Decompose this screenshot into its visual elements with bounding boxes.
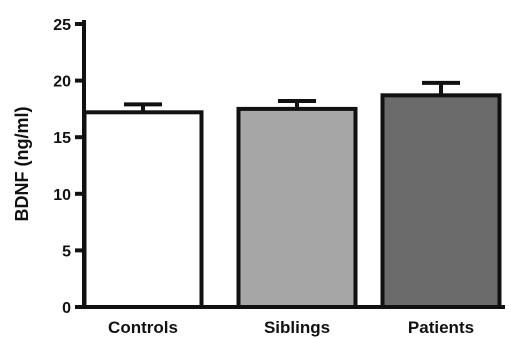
- y-tick-label-25: 25: [53, 17, 71, 34]
- y-axis-title: BDNF (ng/ml): [12, 107, 32, 222]
- y-tick-label-0: 0: [62, 300, 71, 317]
- bar-controls: [82, 110, 204, 309]
- y-tick-label-15: 15: [53, 130, 71, 147]
- x-tick-label-patients: Patients: [408, 318, 474, 337]
- bar-patients: [380, 93, 502, 310]
- x-tick-label-controls: Controls: [108, 318, 178, 337]
- bar-siblings: [236, 106, 358, 310]
- y-tick-label-5: 5: [62, 243, 71, 260]
- x-tick-label-siblings: Siblings: [264, 318, 330, 337]
- y-tick-label-10: 10: [53, 187, 71, 204]
- y-tick-label-20: 20: [53, 74, 71, 91]
